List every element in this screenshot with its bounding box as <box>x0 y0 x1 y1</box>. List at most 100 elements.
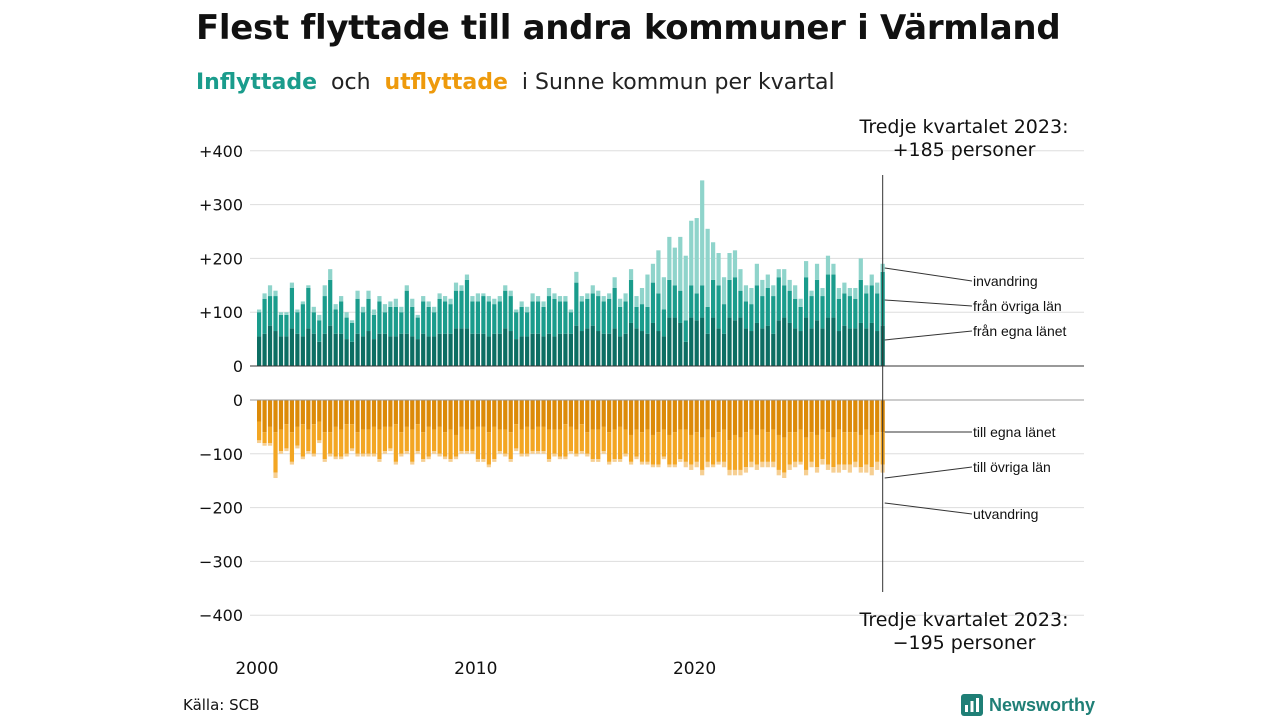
bar-outflow <box>437 400 442 427</box>
bar-outflow <box>492 400 497 427</box>
bar-inflow <box>875 282 880 294</box>
bar-inflow <box>415 314 420 318</box>
annotation-top-line2: +185 personer <box>893 139 1036 161</box>
bar-inflow <box>618 298 623 307</box>
bar-inflow <box>628 269 634 280</box>
bar-inflow <box>339 301 344 334</box>
bar-outflow <box>328 400 333 433</box>
bar-inflow <box>267 325 273 366</box>
bar-inflow <box>732 250 738 278</box>
bar-outflow <box>754 464 759 470</box>
series-label-inflow: invandring <box>973 273 1038 289</box>
bar-outflow <box>421 459 426 462</box>
bar-outflow <box>601 451 606 454</box>
annotation-top-line1: Tredje kvartalet 2023: <box>859 116 1069 138</box>
bar-outflow <box>267 400 273 427</box>
bar-outflow <box>333 400 338 427</box>
bar-outflow <box>442 432 448 457</box>
bar-outflow <box>618 400 623 427</box>
bar-outflow <box>716 461 721 465</box>
bar-inflow <box>262 293 267 299</box>
bar-inflow <box>568 309 573 313</box>
bar-inflow <box>825 255 831 275</box>
bar-outflow <box>525 426 530 454</box>
bar-outflow <box>628 461 634 465</box>
bar-outflow <box>782 472 787 479</box>
bar-outflow <box>847 464 852 473</box>
bar-inflow <box>300 301 305 305</box>
bar-inflow <box>421 296 426 302</box>
series-label-inflow: från övriga län <box>973 298 1062 314</box>
bar-inflow <box>328 279 333 326</box>
bar-outflow <box>355 453 360 457</box>
bar-inflow <box>410 336 415 366</box>
bar-outflow <box>749 429 754 462</box>
bar-inflow <box>404 290 409 334</box>
bar-inflow <box>289 328 295 366</box>
bar-inflow <box>508 331 513 366</box>
bar-inflow <box>765 325 770 366</box>
bar-outflow <box>355 400 360 433</box>
subtitle-outflow: utflyttade <box>384 70 508 95</box>
bar-outflow <box>607 461 612 465</box>
subtitle-rest: i Sunne kommun per kvartal <box>521 70 835 95</box>
bar-outflow <box>278 429 284 452</box>
bar-outflow <box>727 440 732 470</box>
bar-outflow <box>705 429 710 462</box>
bar-inflow <box>732 277 738 321</box>
bar-outflow <box>535 451 541 454</box>
bar-outflow <box>437 426 442 454</box>
bar-inflow <box>552 298 557 337</box>
bar-outflow <box>404 451 409 454</box>
bar-inflow <box>847 287 852 297</box>
bar-inflow <box>782 317 787 366</box>
bar-inflow <box>727 317 732 366</box>
bar-outflow <box>311 424 316 454</box>
bar-inflow <box>793 298 798 329</box>
bar-inflow <box>607 333 612 366</box>
bar-inflow <box>875 331 880 366</box>
bar-inflow <box>360 336 366 366</box>
bar-outflow <box>612 400 617 430</box>
x-tick-label: 2010 <box>454 659 497 679</box>
bar-inflow <box>360 312 366 337</box>
bar-outflow <box>639 400 645 433</box>
bar-outflow <box>497 451 502 454</box>
bar-inflow <box>459 328 464 366</box>
bar-inflow <box>371 339 377 366</box>
bar-inflow <box>787 290 792 323</box>
bar-inflow <box>514 339 519 366</box>
y-tick-label: −200 <box>199 499 243 518</box>
bar-inflow <box>787 322 792 366</box>
bar-inflow <box>399 312 404 334</box>
subtitle-and: och <box>331 70 371 95</box>
bar-inflow <box>847 328 852 366</box>
bar-inflow <box>410 298 415 307</box>
bar-inflow <box>656 293 661 332</box>
bar-inflow <box>596 296 601 332</box>
bar-outflow <box>853 400 858 433</box>
bar-outflow <box>284 424 289 449</box>
bar-inflow <box>650 263 656 283</box>
bar-inflow <box>497 296 502 302</box>
bar-outflow <box>842 432 847 465</box>
bar-inflow <box>382 312 388 334</box>
bar-inflow <box>475 333 480 366</box>
bar-inflow <box>448 304 453 334</box>
bar-inflow <box>278 312 284 315</box>
bar-inflow <box>650 322 656 366</box>
bar-inflow <box>705 333 710 366</box>
bar-outflow <box>349 400 355 425</box>
bar-inflow <box>749 287 754 305</box>
bar-inflow <box>765 274 770 288</box>
bar-inflow <box>382 333 388 366</box>
bar-outflow <box>464 451 470 454</box>
bar-inflow <box>875 293 880 332</box>
bar-inflow <box>700 285 705 318</box>
bar-outflow <box>432 451 437 454</box>
bar-inflow <box>809 290 814 297</box>
bar-outflow <box>628 434 634 462</box>
bar-inflow <box>442 333 448 366</box>
bar-inflow <box>869 285 874 323</box>
